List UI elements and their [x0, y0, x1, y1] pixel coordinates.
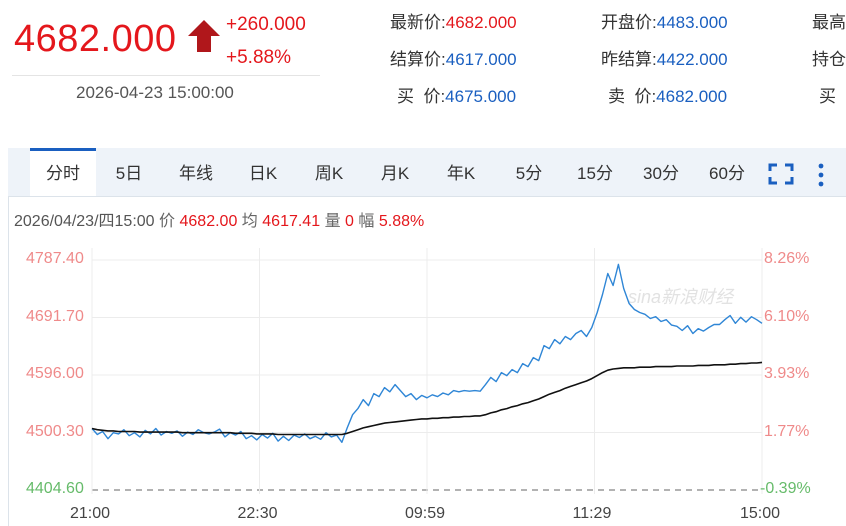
y-axis-left-tick: 4596.00	[26, 365, 84, 382]
quote-oi-label: 持仓	[812, 50, 846, 69]
quote-settle: 结算价:4617.000	[390, 45, 517, 70]
quote-bid-value: 4675.000	[445, 87, 517, 106]
quote-latest-value: 4682.000	[445, 13, 517, 32]
tab-intraday[interactable]: 分时	[30, 148, 96, 196]
quote-ask-label: 卖 价:	[608, 87, 657, 106]
price-change: +260.000	[226, 14, 306, 35]
up-arrow-icon	[188, 20, 220, 52]
info-amp-key: 幅	[358, 213, 375, 230]
period-tabbar: 分时 5日 年线 日K 周K 月K 年K 5分 15分 30分 60分	[8, 148, 846, 197]
info-vol-key: 量	[324, 213, 341, 230]
quote-bid: 买 价:4675.000	[397, 82, 516, 107]
sina-finance-watermark: sina新浪财经	[628, 287, 734, 307]
tab-5day[interactable]: 5日	[115, 164, 143, 183]
fullscreen-icon[interactable]	[768, 163, 794, 185]
tab-weekly-k[interactable]: 周K	[314, 164, 344, 183]
quote-bid-vol-label: 买	[819, 87, 836, 106]
tab-daily-k[interactable]: 日K	[248, 164, 278, 183]
more-vertical-icon[interactable]	[816, 163, 826, 187]
intraday-chart[interactable]	[0, 230, 846, 505]
tab-monthly-k[interactable]: 月K	[380, 164, 410, 183]
info-avg-key: 均	[241, 213, 258, 230]
x-axis-tick: 21:00	[70, 505, 111, 522]
quote-latest-label: 最新价:	[390, 13, 446, 32]
quote-prev-settle-label: 昨结算:	[601, 50, 657, 69]
x-axis-tick: 09:59	[405, 505, 446, 522]
info-vol-value: 0	[345, 213, 354, 230]
last-price: 4682.000	[14, 18, 177, 60]
quote-prev-settle: 昨结算:4422.000	[601, 45, 728, 70]
y-axis-left-tick: 4787.40	[26, 250, 84, 267]
quote-open: 开盘价:4483.000	[601, 8, 728, 33]
info-datetime: 2026/04/23/四15:00	[14, 213, 155, 230]
quote-high-label: 最高	[812, 13, 846, 32]
tab-60min[interactable]: 60分	[709, 164, 745, 183]
y-axis-right-tick: -0.39%	[760, 480, 811, 497]
x-axis-tick: 15:00	[740, 505, 781, 522]
info-price-value: 4682.00	[179, 213, 238, 230]
quote-prev-settle-value: 4422.000	[656, 50, 728, 69]
quote-open-value: 4483.000	[656, 13, 728, 32]
tab-15min[interactable]: 15分	[577, 164, 613, 183]
info-avg-value: 4617.41	[262, 213, 321, 230]
y-axis-right-tick: 3.93%	[764, 365, 810, 382]
average-line-series	[91, 361, 763, 436]
crosshair-infoline: 2026/04/23/四15:00 价 4682.00 均 4617.41 量 …	[14, 207, 424, 231]
divider	[12, 75, 320, 76]
y-axis-right-tick: 1.77%	[764, 422, 810, 440]
quote-bid-label: 买 价:	[397, 87, 446, 106]
info-price-key: 价	[159, 213, 176, 230]
x-axis-tick: 11:29	[572, 505, 612, 522]
quote-timestamp: 2026-04-23 15:00:00	[76, 83, 234, 102]
tab-30min[interactable]: 30分	[643, 164, 679, 183]
quote-settle-value: 4617.000	[445, 50, 517, 69]
quote-ask: 卖 价:4682.000	[608, 82, 727, 107]
y-axis-left-tick: 4691.70	[26, 307, 84, 325]
tab-5min[interactable]: 5分	[515, 164, 543, 183]
quote-ask-value: 4682.000	[656, 87, 728, 106]
y-axis-left-tick: 4500.30	[26, 422, 84, 440]
quote-open-label: 开盘价:	[601, 13, 657, 32]
y-axis-right-tick: 6.10%	[764, 307, 810, 325]
tab-year-line[interactable]: 年线	[179, 164, 213, 183]
y-axis-left-tick: 4404.60	[26, 480, 84, 497]
y-axis-right-tick: 8.26%	[764, 250, 810, 267]
tab-yearly-k[interactable]: 年K	[446, 164, 476, 183]
info-amp-value: 5.88%	[378, 213, 425, 230]
quote-settle-label: 结算价:	[390, 50, 446, 69]
price-change-pct: +5.88%	[226, 47, 291, 68]
quote-latest: 最新价:4682.000	[390, 8, 517, 33]
x-axis-tick: 22:30	[237, 505, 278, 522]
